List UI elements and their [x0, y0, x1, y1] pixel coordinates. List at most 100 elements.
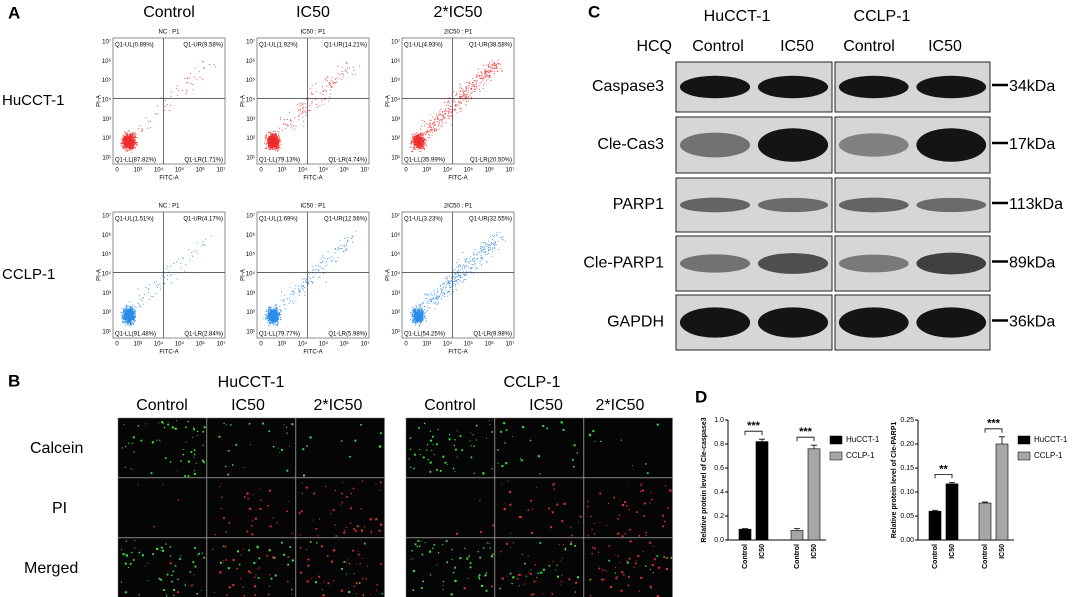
y-tick-label: 10⁷: [246, 39, 255, 46]
bar: [945, 483, 959, 541]
x-tick-label: 10⁵: [319, 167, 329, 174]
cell-dots: [590, 540, 669, 597]
x-tick-label: 10⁷: [506, 341, 515, 348]
y-tick-label: 10⁷: [391, 213, 400, 220]
cell-line-header: HuCCT-1: [704, 8, 771, 25]
micrograph: [295, 537, 385, 597]
protein-band: [838, 75, 909, 99]
quadrant-label: Q1-LR(1.71%): [184, 158, 223, 164]
error-bar: [999, 436, 1005, 444]
column-header: 2*IC50: [596, 397, 645, 414]
y-tick-label: 1.0: [714, 417, 724, 424]
panel-label: B: [8, 371, 20, 390]
y-tick-label: 10¹: [102, 330, 111, 336]
x-tick-label: 10⁷: [361, 341, 370, 348]
y-tick-label: 10⁷: [246, 213, 255, 220]
quadrant-label: Q1-UL(3.23%): [404, 217, 443, 223]
column-header: IC50: [529, 397, 563, 414]
size-label: 36kDa: [1009, 314, 1055, 331]
x-tick-label: Control: [742, 544, 749, 569]
size-label: 113kDa: [1009, 196, 1063, 213]
legend-label: CCLP-1: [846, 451, 875, 460]
lane-label: Control: [692, 38, 744, 55]
quadrant-label: Q1-LR(5.98%): [328, 332, 367, 338]
protein-band: [679, 75, 751, 99]
x-tick-label: IC50: [811, 544, 818, 559]
size-label: 17kDa: [1009, 136, 1055, 153]
significance-bracket: [744, 430, 763, 436]
y-tick-label: 10⁵: [391, 77, 401, 84]
protein-band: [679, 307, 751, 338]
plot-title: 2IC50 : P1: [444, 204, 473, 210]
micrograph: [206, 417, 296, 478]
micrograph: [405, 477, 495, 538]
x-tick-label: Control: [794, 544, 801, 569]
y-tick-label: 10⁶: [102, 58, 112, 65]
size-label: 89kDa: [1009, 255, 1055, 272]
quadrant-label: Q1-UR(12.56%): [324, 217, 367, 223]
x-tick-label: 10³: [133, 168, 142, 174]
protein-band: [838, 197, 909, 213]
plot-title: NC : P1: [158, 30, 180, 36]
legend-swatch: [1017, 451, 1031, 461]
size-label: 34kDa: [1009, 78, 1055, 95]
protein-band: [757, 253, 829, 274]
row-label: Merged: [24, 560, 78, 577]
y-tick-label: 10¹: [102, 156, 111, 162]
x-tick-label: 10⁴: [298, 167, 308, 174]
column-header: IC50: [231, 397, 265, 414]
quadrant-label: Q1-UL(1.69%): [259, 217, 298, 223]
cell-dots: [501, 480, 582, 537]
bar: [807, 448, 821, 541]
significance-bracket: [796, 436, 815, 442]
bar: [738, 528, 752, 541]
y-tick-label: 10⁶: [246, 58, 256, 65]
error-bar: [742, 528, 748, 530]
x-tick-label: 0: [404, 342, 408, 348]
micrograph: [405, 537, 495, 597]
quadrant-label: Q1-LL(87.82%): [115, 158, 156, 164]
y-tick-label: 10⁶: [102, 232, 112, 239]
bar: [978, 502, 992, 541]
error-bar: [811, 444, 817, 449]
y-tick-label: 10⁵: [102, 251, 112, 258]
cell-dots: [120, 540, 205, 597]
error-bar: [949, 482, 955, 484]
micrograph: [494, 417, 584, 478]
x-tick-label: 10⁷: [217, 167, 226, 174]
y-tick-label: 10²: [246, 310, 255, 316]
y-tick-label: 0.8: [714, 441, 724, 448]
significance-label: ***: [987, 418, 1001, 430]
y-tick-label: 10⁶: [246, 232, 256, 239]
bar: [790, 530, 804, 541]
y-tick-label: 10⁷: [102, 39, 111, 46]
cell-line-header: CCLP-1: [854, 8, 911, 25]
quadrant-label: Q1-LR(4.74%): [328, 158, 367, 164]
micrograph: [295, 417, 385, 478]
protein-band: [757, 197, 829, 213]
x-tick-label: 10⁶: [340, 341, 350, 348]
x-tick-label: 0: [115, 342, 119, 348]
protein-band: [916, 307, 987, 338]
y-tick-label: 10⁴: [246, 97, 256, 104]
x-axis-label: FITC-A: [448, 350, 467, 356]
protein-band: [916, 128, 987, 162]
x-tick-label: IC50: [999, 544, 1006, 559]
quadrant-label: Q1-LL(35.99%): [404, 158, 445, 164]
y-axis-label: PI-A: [97, 269, 103, 281]
x-tick-label: IC50: [949, 544, 956, 559]
x-tick-label: Control: [932, 544, 939, 569]
column-header: 2*IC50: [434, 4, 483, 21]
quadrant-label: Q1-UL(1.92%): [259, 43, 298, 49]
cell-dots: [219, 545, 293, 597]
micrograph: [405, 417, 495, 478]
y-tick-label: 10³: [246, 291, 255, 297]
bar: [928, 510, 942, 541]
x-tick-label: 10⁷: [361, 167, 370, 174]
quadrant-label: Q1-UR(9.58%): [183, 43, 223, 49]
micrograph: [583, 477, 673, 538]
y-tick-label: 10³: [391, 117, 400, 123]
y-tick-label: 0.0: [714, 537, 724, 544]
protein-band: [679, 197, 751, 213]
